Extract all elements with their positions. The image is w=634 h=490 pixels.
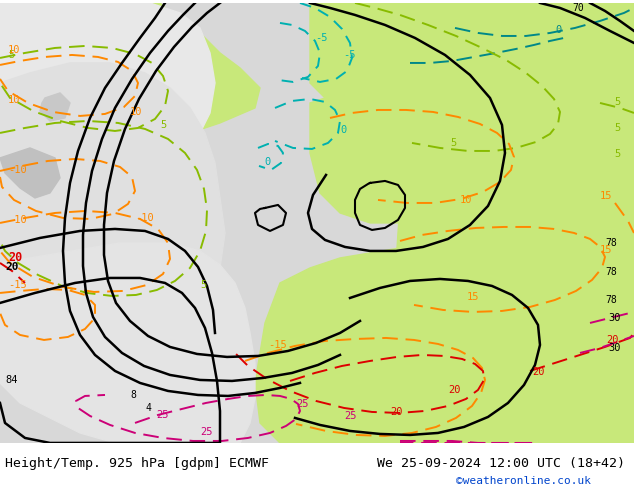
Polygon shape: [0, 3, 260, 133]
Text: 0: 0: [264, 157, 270, 167]
Text: 5: 5: [614, 149, 620, 159]
Text: 5: 5: [160, 120, 166, 130]
Text: 5: 5: [200, 280, 206, 290]
Polygon shape: [310, 3, 634, 118]
Text: 15: 15: [600, 191, 612, 201]
Text: 20: 20: [606, 335, 619, 345]
Text: 30: 30: [608, 313, 621, 323]
Text: 78: 78: [605, 295, 617, 305]
Polygon shape: [0, 148, 60, 198]
Text: 15: 15: [467, 292, 479, 302]
Text: 10: 10: [8, 45, 20, 55]
Text: 20: 20: [5, 262, 18, 272]
Text: 78: 78: [605, 238, 617, 248]
Text: -15: -15: [8, 280, 27, 290]
Text: 8: 8: [130, 390, 136, 400]
Polygon shape: [235, 168, 305, 233]
Text: 84: 84: [5, 375, 18, 385]
Polygon shape: [0, 243, 255, 443]
Text: -10: -10: [8, 215, 27, 225]
Text: 20: 20: [390, 407, 403, 417]
Polygon shape: [40, 93, 70, 121]
Text: 20: 20: [448, 385, 460, 395]
Text: 25: 25: [156, 410, 169, 420]
Text: 20: 20: [532, 367, 545, 377]
Polygon shape: [390, 43, 634, 443]
Polygon shape: [0, 3, 215, 163]
Text: 10: 10: [130, 107, 143, 117]
Text: ©weatheronline.co.uk: ©weatheronline.co.uk: [456, 476, 592, 486]
Text: 5: 5: [614, 123, 620, 133]
Text: 5: 5: [450, 138, 456, 148]
Text: 15: 15: [600, 245, 612, 255]
Text: 25: 25: [200, 427, 212, 437]
Text: -5: -5: [343, 50, 356, 60]
Text: We 25-09-2024 12:00 UTC (18+42): We 25-09-2024 12:00 UTC (18+42): [377, 457, 625, 469]
Text: 5: 5: [8, 50, 14, 60]
Text: -5: -5: [315, 33, 328, 43]
Text: 10: 10: [460, 195, 472, 205]
Text: 4: 4: [145, 403, 151, 413]
Text: 30: 30: [608, 343, 621, 353]
Polygon shape: [310, 83, 490, 223]
Text: -10: -10: [135, 213, 154, 223]
Text: 20: 20: [8, 251, 22, 264]
Text: 10: 10: [8, 95, 20, 105]
Text: 0: 0: [340, 125, 346, 135]
Text: 25: 25: [296, 399, 309, 409]
Text: 78: 78: [605, 267, 617, 277]
Text: 0: 0: [555, 25, 561, 35]
Text: -15: -15: [268, 340, 287, 350]
Text: 70: 70: [572, 3, 584, 13]
Text: Height/Temp. 925 hPa [gdpm] ECMWF: Height/Temp. 925 hPa [gdpm] ECMWF: [5, 457, 269, 469]
Text: 5: 5: [614, 97, 620, 107]
Text: -10: -10: [8, 165, 27, 175]
Polygon shape: [0, 63, 225, 343]
Text: 25: 25: [344, 411, 356, 421]
Polygon shape: [255, 238, 634, 443]
